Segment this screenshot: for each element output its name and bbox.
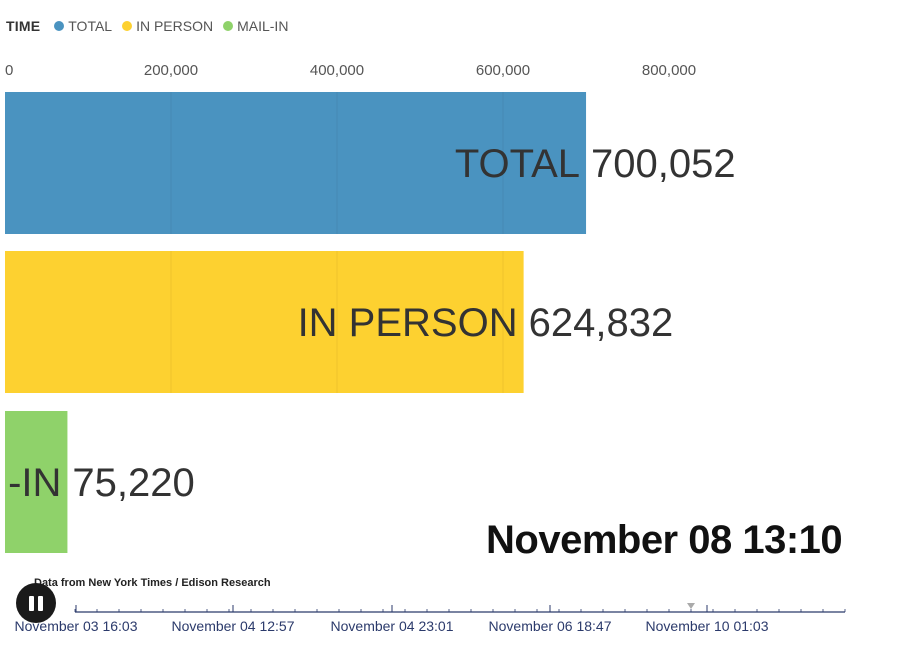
legend-label-in-person: IN PERSON [136,18,214,34]
legend-dot-total [54,21,65,31]
legend-label-total: TOTAL [68,18,113,34]
legend-dot-mail-in [223,21,234,31]
tick-label: 800,000 [642,62,696,79]
tick-label: 200,000 [144,62,198,79]
bar-category-label: TOTAL [455,142,580,186]
legend-item-mail-in[interactable]: MAIL-IN [223,18,288,34]
current-time-label: November 08 13:10 [486,518,843,562]
bar-total [5,92,587,234]
source-note: Data from New York Times / Edison Resear… [34,577,271,589]
legend-dot-in-person [122,21,133,31]
timeline-label: November 03 16:03 [15,618,138,634]
timeline-label: November 06 18:47 [489,618,612,634]
pause-icon-bar [38,595,43,611]
tick-label: 600,000 [476,62,530,79]
legend: TIME TOTAL IN PERSON MAIL-IN [6,18,298,34]
timeline-label: November 04 12:57 [172,618,295,634]
tick-label: 400,000 [310,62,364,79]
bar-in-person [5,251,524,393]
timeline-label: November 10 01:03 [646,618,769,634]
timeline-label: November 04 23:01 [331,618,454,634]
tick-label: 0 [5,62,13,79]
legend-title: TIME [6,18,41,34]
bar-value-label: 624,832 [529,301,674,345]
bar-chart: 0 200,000 400,000 600,000 800,000 TOTAL 700,05… [5,62,736,553]
legend-label-mail-in: MAIL-IN [237,18,289,34]
bar-value-label: 700,052 [591,142,736,186]
legend-item-total[interactable]: TOTAL [54,18,112,34]
bar-category-label: -IN [8,461,61,505]
timeline-scrubber[interactable]: November 03 16:03 November 04 12:57 Novemb… [0,596,905,641]
pause-button[interactable] [16,583,56,623]
timeline-handle[interactable] [687,603,695,609]
bar-category-label: IN PERSON [298,301,518,345]
bar-value-label: 75,220 [72,461,194,505]
legend-item-in-person[interactable]: IN PERSON [122,18,213,34]
bar-mail-in [5,411,68,553]
pause-icon [29,595,34,611]
